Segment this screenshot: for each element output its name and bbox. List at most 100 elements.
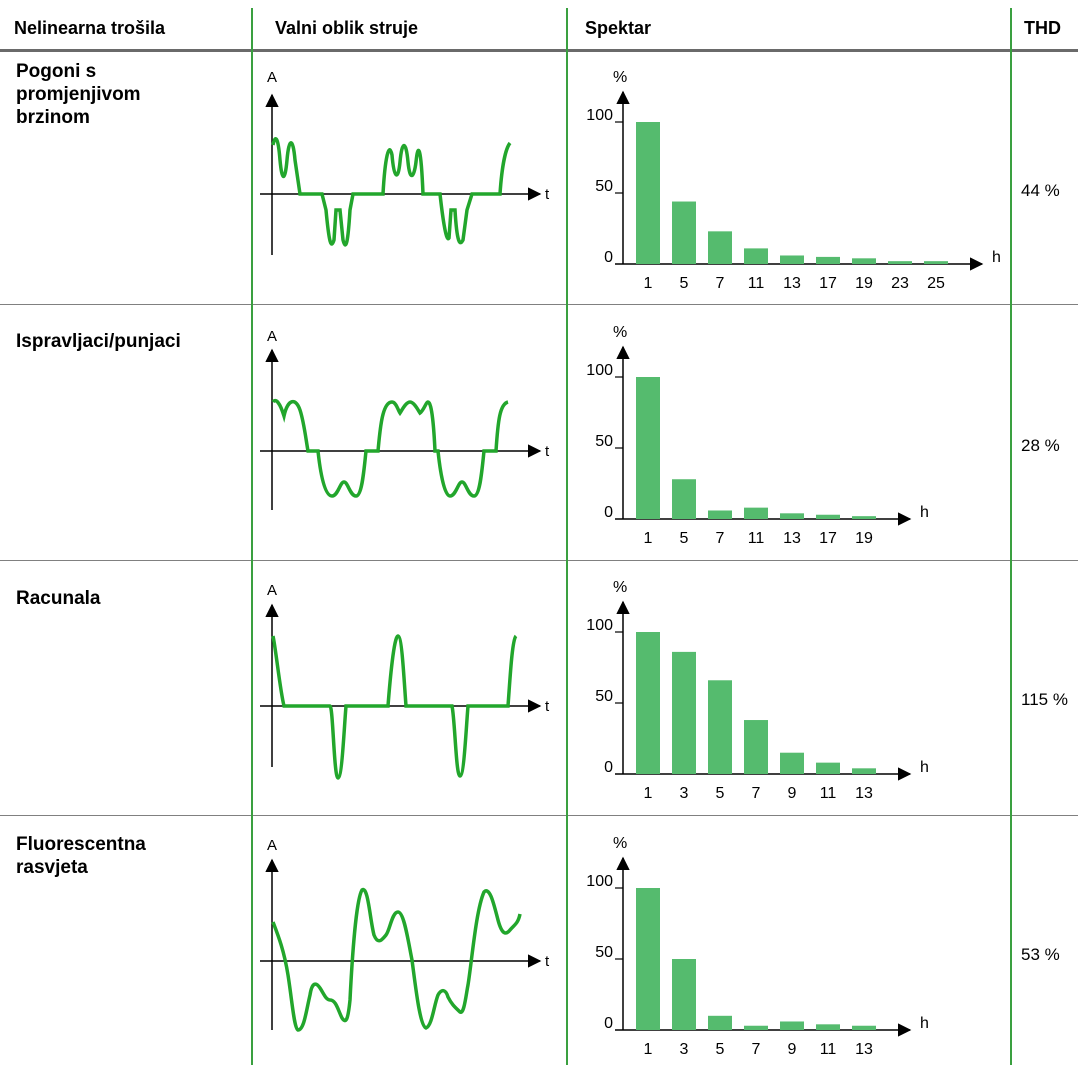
thd-value: 115 % — [1021, 690, 1068, 709]
spectrum-bar — [708, 1015, 732, 1030]
y-tick-label: 50 — [595, 433, 613, 450]
waveform-panel-variable-speed-drives: A t — [260, 69, 550, 255]
row-divider — [0, 815, 1078, 816]
harmonic-order-label: 17 — [819, 275, 837, 292]
spectrum-bar — [780, 255, 804, 264]
harmonic-order-label: 13 — [783, 530, 801, 547]
harmonic-order-label: 7 — [752, 785, 761, 802]
harmonic-order-label: 17 — [819, 530, 837, 547]
axis-label-time: t — [545, 443, 550, 460]
spectrum-bar — [816, 514, 840, 519]
harmonic-order-label: 1 — [644, 1041, 653, 1058]
axis-label-current: A — [267, 582, 277, 599]
harmonic-order-label: 3 — [680, 785, 689, 802]
spectrum-bar — [852, 258, 876, 264]
column-divider — [566, 8, 568, 1065]
y-axis-title: % — [613, 69, 627, 86]
spectrum-bar — [852, 1025, 876, 1030]
spectrum-bar — [672, 959, 696, 1030]
spectrum-bar — [636, 377, 660, 519]
y-tick-label: 0 — [604, 759, 613, 776]
row-label-fluorescent-lighting: Fluorescentna rasvjeta — [16, 834, 146, 878]
harmonic-order-label: 5 — [716, 785, 725, 802]
x-axis-title: h — [920, 504, 929, 521]
harmonic-order-label: 1 — [644, 785, 653, 802]
harmonic-order-label: 19 — [855, 275, 873, 292]
spectrum-bar — [672, 651, 696, 774]
spectrum-bar — [744, 720, 768, 774]
y-tick-label: 50 — [595, 178, 613, 195]
axis-label-time: t — [545, 953, 550, 970]
row-label-variable-speed-drives: Pogoni s promjenjivom brzinom — [16, 61, 141, 128]
harmonic-order-label: 19 — [855, 530, 873, 547]
spectrum-bar — [708, 231, 732, 264]
y-tick-label: 50 — [595, 944, 613, 961]
harmonic-order-label: 9 — [788, 1041, 797, 1058]
harmonic-order-label: 7 — [752, 1041, 761, 1058]
harmonic-order-label: 1 — [644, 275, 653, 292]
spectrum-chart: 0 50 100% h 1 5 7 11 13 17 19 — [586, 324, 929, 547]
spectrum-bar — [744, 507, 768, 519]
spectrum-bar — [780, 752, 804, 774]
y-axis-title: % — [613, 835, 627, 852]
spectrum-bar — [816, 1024, 840, 1030]
harmonic-order-label: 1 — [644, 530, 653, 547]
spectrum-bar — [780, 1021, 804, 1030]
harmonic-order-label: 13 — [855, 1041, 873, 1058]
harmonic-order-label: 25 — [927, 275, 945, 292]
harmonic-order-label: 9 — [788, 785, 797, 802]
harmonic-order-label: 11 — [748, 530, 765, 547]
y-tick-label: 100 — [586, 617, 613, 634]
row-label-computers: Racunala — [16, 588, 101, 609]
spectrum-bar — [744, 1025, 768, 1030]
header-nonlinear-loads: Nelinearna trošila — [14, 18, 166, 38]
x-axis-title: h — [920, 1015, 929, 1032]
row-divider — [0, 560, 1078, 561]
spectrum-bar — [924, 261, 948, 264]
current-waveform-trace — [271, 634, 518, 780]
header-spectrum: Spektar — [585, 18, 652, 38]
current-waveform-trace — [271, 888, 522, 1032]
spectrum-bar — [708, 680, 732, 774]
spectrum-chart: 0 50 100% h 1 5 7 11 13 17 19 23 25 — [586, 69, 1001, 292]
y-axis-title: % — [613, 579, 627, 596]
harmonic-order-label: 13 — [783, 275, 801, 292]
harmonic-order-label: 7 — [716, 530, 725, 547]
column-divider — [251, 8, 253, 1065]
current-waveform-trace — [271, 137, 512, 247]
harmonic-order-label: 13 — [855, 785, 873, 802]
y-tick-label: 100 — [586, 362, 613, 379]
spectrum-bar — [636, 632, 660, 774]
thd-value: 44 % — [1021, 181, 1060, 200]
spectrum-bar — [672, 201, 696, 264]
row-label-rectifiers-chargers: Ispravljaci/punjaci — [16, 331, 181, 352]
waveform-panel-computers: A t — [260, 582, 550, 780]
harmonic-order-label: 5 — [716, 1041, 725, 1058]
axis-label-current: A — [267, 69, 277, 86]
y-tick-label: 0 — [604, 504, 613, 521]
spectrum-bar — [816, 256, 840, 264]
y-tick-label: 50 — [595, 688, 613, 705]
waveform-panel-rectifiers-chargers: A t — [260, 328, 550, 510]
harmonic-order-label: 5 — [680, 530, 689, 547]
axis-label-current: A — [267, 328, 277, 345]
x-axis-title: h — [920, 759, 929, 776]
harmonic-order-label: 5 — [680, 275, 689, 292]
spectrum-bar — [852, 516, 876, 519]
current-waveform-trace — [271, 398, 509, 498]
harmonic-order-label: 11 — [748, 275, 765, 292]
spectrum-bar — [780, 513, 804, 519]
waveform-panel-fluorescent-lighting: A t — [260, 837, 550, 1032]
harmonic-order-label: 7 — [716, 275, 725, 292]
header-thd: THD — [1024, 18, 1061, 38]
axis-label-time: t — [545, 186, 550, 203]
harmonic-order-label: 11 — [820, 785, 837, 802]
row-divider — [0, 304, 1078, 305]
header-current-waveform: Valni oblik struje — [275, 18, 419, 38]
x-axis-title: h — [992, 249, 1001, 266]
